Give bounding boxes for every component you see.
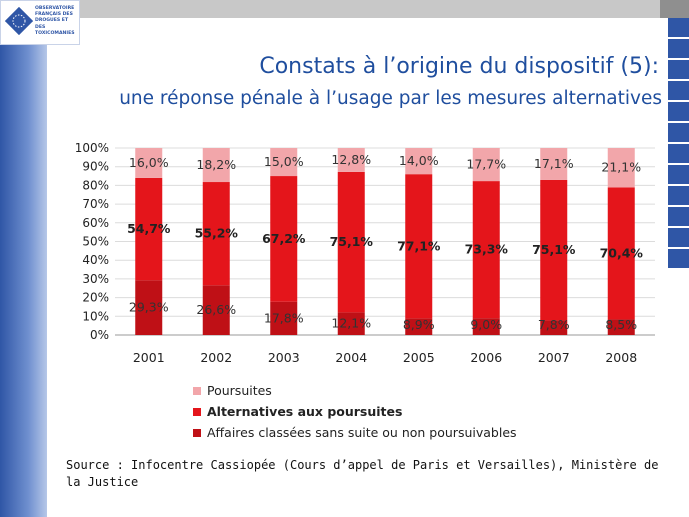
bar-segment [405,318,433,335]
data-label: 75,1% [532,242,576,257]
bar-segment [202,285,230,335]
x-tick-label: 2005 [403,350,435,365]
legend-label-affaires: Affaires classées sans suite ou non pour… [207,425,517,440]
bar-segment [607,187,635,320]
x-tick-label: 2001 [133,350,165,365]
top-decor-band [80,0,660,18]
data-label: 26,6% [196,302,236,317]
bar-segment [472,181,500,319]
y-tick-label: 70% [82,197,109,211]
legend-swatch-affaires [193,428,201,437]
data-label: 70,4% [600,245,644,260]
data-label: 67,2% [262,231,306,246]
x-tick-label: 2002 [200,350,232,365]
data-label: 12,1% [331,316,371,331]
legend-item-alternatives: Alternatives aux poursuites [193,401,517,422]
slide-subtitle: une réponse pénale à l’usage par les mes… [119,88,662,109]
source-note: Source : Infocentre Cassiopée (Cours d’a… [66,458,659,489]
x-tick-label: 2007 [538,350,570,365]
data-label: 8,5% [605,317,637,332]
right-decor-lines [668,18,689,270]
data-label: 73,3% [465,242,509,257]
bar-segment [337,171,365,313]
data-label: 18,2% [196,157,236,172]
data-label: 54,7% [127,221,171,236]
data-label: 17,1% [534,156,574,171]
legend-item-poursuites: Poursuites [193,380,517,401]
data-label: 55,2% [195,226,239,241]
bar-segment [540,320,568,335]
stacked-bar-chart: 0% 10% 20% 30% 40% 50% 60% 70% 80% 90% 100% 29,3% 5… [75,141,655,365]
bar-segment [202,182,230,286]
bar-segment [135,177,163,281]
slide-title: Constats à l’origine du dispositif (5): [259,54,659,79]
left-decor-band [0,45,47,517]
data-label: 17,8% [264,310,304,325]
bar-segment [270,148,298,177]
y-tick-label: 100% [75,141,109,155]
x-tick-label: 2003 [268,350,300,365]
x-tick-label: 2006 [470,350,502,365]
y-tick-label: 30% [82,272,109,286]
y-tick-label: 40% [82,253,109,267]
y-tick-label: 90% [82,160,109,174]
x-tick-label: 2008 [605,350,637,365]
chart-legend: Poursuites Alternatives aux poursuites A… [193,380,517,443]
data-label: 9,0% [470,317,502,332]
bar-segment [337,148,365,172]
legend-label-alternatives: Alternatives aux poursuites [207,404,403,419]
bar-segment [607,148,635,188]
data-label: 8,9% [403,317,435,332]
data-label: 17,7% [466,157,506,172]
legend-label-poursuites: Poursuites [207,383,272,398]
data-label: 75,1% [330,234,374,249]
bar-segment [135,148,163,178]
ofdt-logo-text: OBSERVATOIRE FRANÇAIS DES DROGUES ET DES… [35,6,75,36]
ofdt-logo-icon [5,7,33,35]
bar-segment [607,319,635,335]
bar-segment [270,176,298,302]
data-label: 14,0% [399,153,439,168]
bar-segment [540,179,568,321]
bar-segment [405,174,433,319]
bar-segment [472,148,500,182]
legend-item-affaires: Affaires classées sans suite ou non pour… [193,422,517,443]
bar-segment [202,148,230,183]
y-tick-label: 10% [82,309,109,323]
y-tick-label: 80% [82,178,109,192]
bar-segment [270,301,298,335]
data-label: 77,1% [397,238,441,253]
bar-segment [472,318,500,335]
data-label: 21,1% [601,160,641,175]
bar-segment [135,280,163,335]
y-tick-label: 50% [82,235,109,249]
bar-segment [540,148,568,180]
data-label: 12,8% [331,152,371,167]
data-label: 15,0% [264,154,304,169]
x-tick-label: 2004 [335,350,367,365]
ofdt-logo: OBSERVATOIRE FRANÇAIS DES DROGUES ET DES… [0,0,80,45]
data-label: 7,8% [538,317,570,332]
legend-swatch-alternatives [193,407,201,416]
bar-segment [405,148,433,175]
y-tick-label: 60% [82,216,109,230]
y-tick-label: 0% [90,328,109,342]
y-tick-label: 20% [82,291,109,305]
bar-segment [337,312,365,335]
data-label: 29,3% [129,300,169,315]
top-right-decor [660,0,689,18]
data-label: 16,0% [129,155,169,170]
legend-swatch-poursuites [193,386,201,395]
